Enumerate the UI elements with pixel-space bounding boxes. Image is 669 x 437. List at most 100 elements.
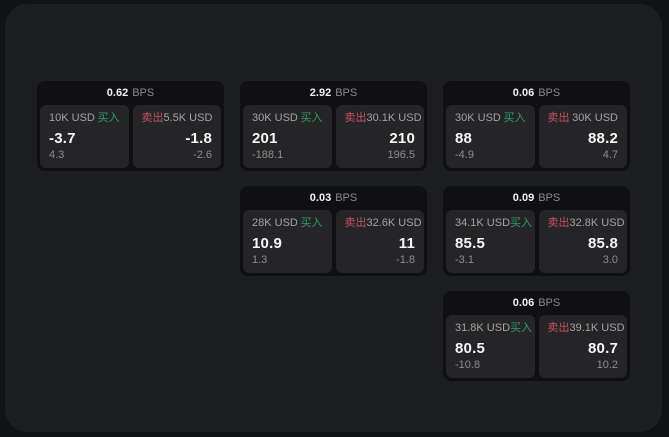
buy-side-label: 买入 — [510, 322, 533, 334]
buy-amount: 30K USD — [455, 112, 501, 124]
buy-change: -188.1 — [252, 149, 284, 161]
sell-change: 10.2 — [596, 359, 618, 371]
sell-amount: 32.8K USD — [569, 217, 625, 229]
buy-side-label: 买入 — [300, 112, 323, 124]
buy-price: 85.5 — [455, 235, 485, 252]
sell-panel-top: 卖出 32.8K USD — [547, 217, 625, 229]
sell-change: 196.5 — [387, 149, 415, 161]
sell-amount: 5.5K USD — [163, 112, 213, 124]
sell-panel-top: 卖出 39.1K USD — [547, 322, 625, 334]
bps-value: 0.06 — [512, 86, 535, 99]
buy-amount: 28K USD — [252, 217, 298, 229]
buy-panel-top: 28K USD 买入 — [252, 218, 323, 229]
bps-unit-label: BPS — [335, 86, 358, 99]
sell-amount: 32.6K USD — [366, 217, 422, 229]
buy-change: -3.1 — [455, 254, 474, 266]
quote-card: 0.06 BPS 31.8K USD 买入 80.5 -10.8 卖出 39.1… — [443, 291, 630, 381]
sell-panel-top: 卖出 5.5K USD — [142, 113, 213, 124]
bps-unit-label: BPS — [132, 86, 155, 99]
sell-panel[interactable]: 卖出 5.5K USD -1.8 -2.6 — [132, 105, 221, 168]
card-header: 0.06 BPS — [443, 291, 630, 315]
sell-amount: 30.1K USD — [366, 112, 422, 124]
buy-side-label: 买入 — [300, 217, 323, 229]
quote-card: 2.92 BPS 30K USD 买入 201 -188.1 卖出 30.1K … — [240, 81, 427, 171]
buy-amount: 30K USD — [252, 112, 298, 124]
buy-panel[interactable]: 30K USD 买入 201 -188.1 — [243, 105, 332, 168]
card-body: 34.1K USD 买入 85.5 -3.1 卖出 32.8K USD 85.8… — [443, 210, 630, 276]
buy-panel[interactable]: 34.1K USD 买入 85.5 -3.1 — [446, 210, 535, 273]
sell-panel[interactable]: 卖出 39.1K USD 80.7 10.2 — [538, 315, 627, 378]
sell-change: -1.8 — [396, 254, 415, 266]
buy-change: -10.8 — [455, 359, 481, 371]
bps-value: 0.06 — [512, 296, 535, 309]
card-header: 2.92 BPS — [240, 81, 427, 105]
buy-panel[interactable]: 28K USD 买入 10.9 1.3 — [243, 210, 332, 273]
buy-panel[interactable]: 31.8K USD 买入 80.5 -10.8 — [446, 315, 535, 378]
buy-price: 10.9 — [252, 235, 282, 252]
sell-panel-top: 卖出 32.6K USD — [344, 217, 422, 229]
sell-change: 4.7 — [602, 149, 618, 161]
buy-change: 4.3 — [49, 149, 65, 161]
buy-price: 88 — [455, 130, 473, 147]
quote-card: 0.62 BPS 10K USD 买入 -3.7 4.3 卖出 5.5K USD… — [37, 81, 224, 171]
board-panel: 0.62 BPS 10K USD 买入 -3.7 4.3 卖出 5.5K USD… — [5, 4, 662, 432]
sell-panel[interactable]: 卖出 32.6K USD 11 -1.8 — [335, 210, 424, 273]
quote-card: 0.09 BPS 34.1K USD 买入 85.5 -3.1 卖出 32.8K… — [443, 186, 630, 276]
buy-side-label: 买入 — [510, 217, 533, 229]
buy-panel[interactable]: 30K USD 买入 88 -4.9 — [446, 105, 535, 168]
sell-change: 3.0 — [602, 254, 618, 266]
sell-panel[interactable]: 卖出 30.1K USD 210 196.5 — [335, 105, 424, 168]
buy-panel[interactable]: 10K USD 买入 -3.7 4.3 — [40, 105, 129, 168]
buy-panel-top: 30K USD 买入 — [252, 113, 323, 124]
card-body: 31.8K USD 买入 80.5 -10.8 卖出 39.1K USD 80.… — [443, 315, 630, 381]
sell-panel-top: 卖出 30K USD — [548, 113, 619, 124]
buy-price: 201 — [252, 130, 278, 147]
quote-card: 0.03 BPS 28K USD 买入 10.9 1.3 卖出 32.6K US… — [240, 186, 427, 276]
sell-price: 210 — [389, 130, 415, 147]
buy-panel-top: 31.8K USD 买入 — [455, 322, 532, 334]
card-grid: 0.62 BPS 10K USD 买入 -3.7 4.3 卖出 5.5K USD… — [37, 81, 630, 381]
sell-amount: 30K USD — [572, 112, 618, 124]
sell-amount: 39.1K USD — [569, 322, 625, 334]
bps-unit-label: BPS — [538, 191, 561, 204]
buy-price: -3.7 — [49, 130, 76, 147]
sell-side-label: 卖出 — [547, 217, 570, 229]
buy-change: -4.9 — [455, 149, 474, 161]
sell-side-label: 卖出 — [141, 112, 164, 124]
bps-unit-label: BPS — [538, 296, 561, 309]
card-header: 0.06 BPS — [443, 81, 630, 105]
card-header: 0.62 BPS — [37, 81, 224, 105]
sell-panel[interactable]: 卖出 32.8K USD 85.8 3.0 — [538, 210, 627, 273]
sell-price: -1.8 — [185, 130, 212, 147]
sell-price: 11 — [398, 235, 415, 252]
bps-value: 0.03 — [309, 191, 332, 204]
buy-side-label: 买入 — [503, 112, 526, 124]
card-body: 10K USD 买入 -3.7 4.3 卖出 5.5K USD -1.8 -2.… — [37, 105, 224, 171]
quote-card: 0.06 BPS 30K USD 买入 88 -4.9 卖出 30K USD 8… — [443, 81, 630, 171]
sell-change: -2.6 — [193, 149, 212, 161]
card-header: 0.09 BPS — [443, 186, 630, 210]
sell-price: 88.2 — [588, 130, 618, 147]
sell-price: 80.7 — [588, 340, 618, 357]
bps-value: 2.92 — [309, 86, 332, 99]
sell-side-label: 卖出 — [344, 112, 367, 124]
bps-value: 0.62 — [106, 86, 129, 99]
buy-amount: 31.8K USD — [455, 322, 511, 334]
sell-side-label: 卖出 — [547, 322, 570, 334]
buy-amount: 10K USD — [49, 112, 95, 124]
buy-side-label: 买入 — [97, 112, 120, 124]
buy-panel-top: 30K USD 买入 — [455, 113, 526, 124]
sell-side-label: 卖出 — [344, 217, 367, 229]
buy-panel-top: 34.1K USD 买入 — [455, 218, 532, 229]
card-body: 30K USD 买入 88 -4.9 卖出 30K USD 88.2 4.7 — [443, 105, 630, 171]
sell-side-label: 卖出 — [547, 112, 570, 124]
bps-value: 0.09 — [512, 191, 535, 204]
card-body: 28K USD 买入 10.9 1.3 卖出 32.6K USD 11 -1.8 — [240, 210, 427, 276]
card-body: 30K USD 买入 201 -188.1 卖出 30.1K USD 210 1… — [240, 105, 427, 171]
sell-panel[interactable]: 卖出 30K USD 88.2 4.7 — [538, 105, 627, 168]
buy-panel-top: 10K USD 买入 — [49, 113, 120, 124]
sell-price: 85.8 — [588, 235, 618, 252]
bps-unit-label: BPS — [538, 86, 561, 99]
card-header: 0.03 BPS — [240, 186, 427, 210]
